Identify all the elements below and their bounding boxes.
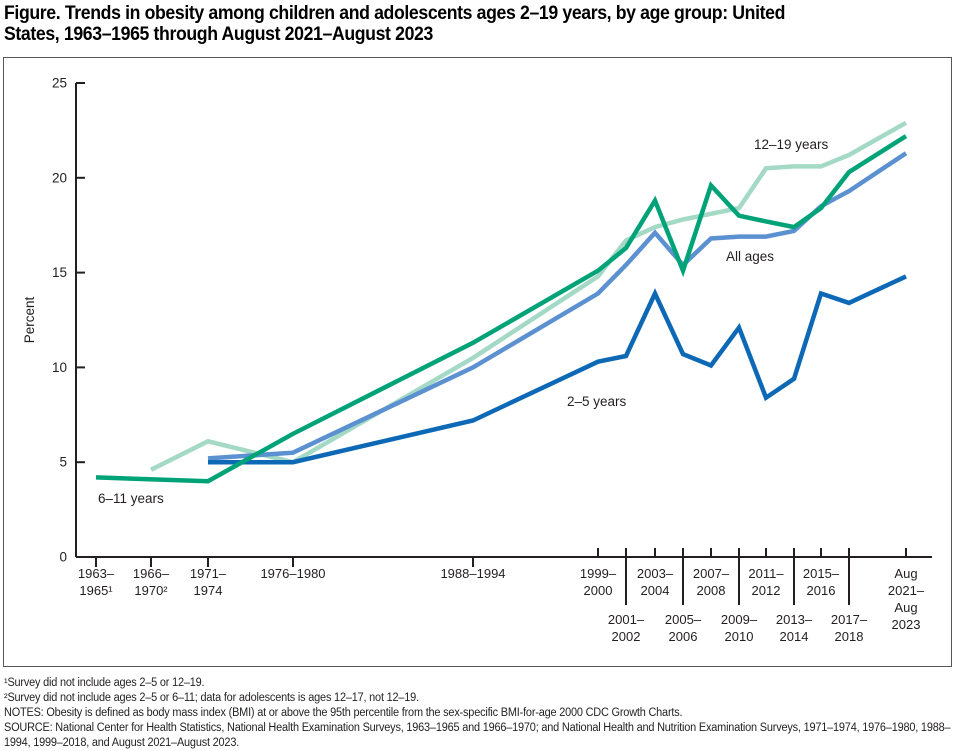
footnote-1: ¹Survey did not include ages 2–5 or 12–1… <box>4 677 205 689</box>
axes: 0 5 10 15 20 25 Percent <box>22 76 932 605</box>
line-2-5-years <box>208 274 907 465</box>
y-tick-label: 20 <box>52 170 67 185</box>
line-12-19-years <box>149 120 908 472</box>
x-tick-label: 1965¹ <box>79 583 113 598</box>
x-axis-labels: 1963– 1965¹ 1966– 1970² 1971– 1974 1976–1980 19… <box>78 566 925 644</box>
x-tick-label: 1971– <box>190 566 227 581</box>
x-tick-label: 1963– <box>78 566 115 581</box>
figure-title: Figure. Trends in obesity among children… <box>4 3 785 45</box>
line-6-11-years <box>95 134 908 484</box>
series-label: 2–5 years <box>567 394 627 409</box>
y-tick-label: 25 <box>52 76 67 91</box>
x-tick-label: 2008 <box>697 583 726 598</box>
series-label: 12–19 years <box>754 137 829 152</box>
x-tick-label: 2003– <box>637 566 674 581</box>
chart-frame: 0 5 10 15 20 25 Percent 1963– 1965¹ 1966– 1970² 19… <box>3 57 952 667</box>
x-tick-label: 2007– <box>693 566 730 581</box>
x-tick-label: 2009– <box>721 612 758 627</box>
x-tick-label: 2004 <box>641 583 670 598</box>
x-tick-label: 2006 <box>669 629 698 644</box>
footnote-notes: NOTES: Obesity is defined as body mass i… <box>4 707 683 719</box>
x-tick-label: 2021– <box>888 583 925 598</box>
series-labels: 12–19 years All ages 2–5 years 6–11 years <box>98 137 829 506</box>
x-tick-label: 2000 <box>584 583 613 598</box>
x-tick-label: 2010 <box>725 629 754 644</box>
x-tick-label: 2016 <box>807 583 836 598</box>
x-tick-label: 2002 <box>612 629 641 644</box>
x-tick-label: 1966– <box>133 566 170 581</box>
y-tick-label: 15 <box>52 265 67 280</box>
x-tick-label: Aug <box>894 600 917 615</box>
x-tick-label: 1976–1980 <box>260 566 325 581</box>
x-tick-label: 2001– <box>608 612 645 627</box>
y-axis-title: Percent <box>22 296 37 343</box>
footnote-source: SOURCE: National Center for Health Stati… <box>4 722 951 749</box>
footnote-2: ²Survey did not include ages 2–5 or 6–11… <box>4 692 419 704</box>
x-tick-label: 2011– <box>748 566 784 581</box>
x-tick-label: 2014 <box>780 629 809 644</box>
y-tick-label: 0 <box>59 550 67 565</box>
y-tick-label: 5 <box>59 455 67 470</box>
series-lines <box>95 120 908 484</box>
x-tick-label: 2015– <box>803 566 840 581</box>
x-tick-label: 2005– <box>665 612 702 627</box>
x-tick-label: 2023 <box>892 617 921 632</box>
x-tick-label: 1999– <box>580 566 617 581</box>
x-tick-label: Aug <box>894 566 917 581</box>
x-tick-label: 1974 <box>194 583 223 598</box>
x-tick-label: 2012 <box>752 583 781 598</box>
x-tick-label: 2018 <box>835 629 864 644</box>
series-label: 6–11 years <box>98 491 164 506</box>
x-tick-label: 2013– <box>776 612 813 627</box>
x-tick-label: 1988–1994 <box>440 566 505 581</box>
figure-title-line1: Figure. Trends in obesity among children… <box>4 3 786 24</box>
figure-title-line2: States, 1963–1965 through August 2021–Au… <box>4 24 433 45</box>
series-label: All ages <box>726 249 774 264</box>
y-tick-label: 10 <box>52 360 67 375</box>
footnotes: ¹Survey did not include ages 2–5 or 12–1… <box>4 676 954 751</box>
x-tick-label: 1970² <box>134 583 168 598</box>
x-tick-label: 2017– <box>831 612 868 627</box>
